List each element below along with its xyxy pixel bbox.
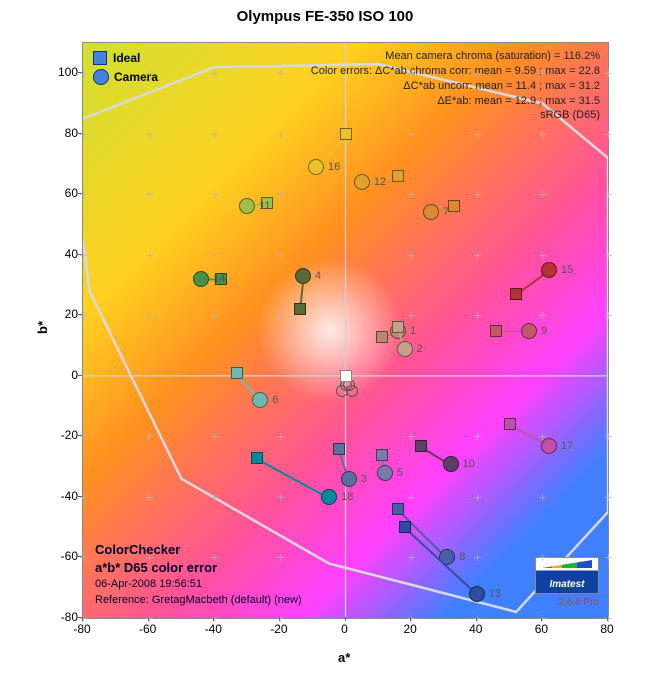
stats-panel: Mean camera chroma (saturation) = 116.2%… — [311, 49, 600, 123]
point-label-16: 16 — [328, 161, 340, 173]
ideal-point-10 — [415, 440, 427, 452]
ideal-point-12 — [392, 170, 404, 182]
camera-point-4 — [295, 268, 311, 284]
camera-point-12 — [354, 174, 370, 190]
ideal-point-9 — [490, 325, 502, 337]
x-axis-label: a* — [338, 650, 350, 665]
point-label-6: 6 — [272, 394, 278, 406]
version-label: 2.6.8 Pro — [558, 597, 599, 608]
ideal-point-7 — [448, 200, 460, 212]
ideal-point-6 — [231, 367, 243, 379]
point-label-1: 1 — [410, 325, 416, 337]
camera-point-16 — [308, 159, 324, 175]
point-label-18: 18 — [341, 491, 353, 503]
camera-point-6 — [252, 392, 268, 408]
camera-point-11 — [239, 198, 255, 214]
point-label-17: 17 — [561, 440, 573, 452]
ideal-point-5 — [376, 449, 388, 461]
ideal-point-13 — [399, 521, 411, 533]
point-label-4: 4 — [315, 270, 321, 282]
camera-point-13 — [469, 586, 485, 602]
camera-point-2 — [397, 341, 413, 357]
legend-ideal-label: Ideal — [113, 51, 140, 65]
camera-point-10 — [443, 456, 459, 472]
ideal-point-16 — [340, 128, 352, 140]
legend-ideal-icon — [93, 51, 107, 65]
legend-camera-icon — [93, 69, 109, 85]
point-label-14: 14 — [213, 273, 225, 285]
ideal-point-3 — [333, 443, 345, 455]
point-label-7: 7 — [443, 206, 449, 218]
ideal-point-4 — [294, 303, 306, 315]
point-label-10: 10 — [463, 458, 475, 470]
chart-container: Olympus FE-350 ISO 100 b* a* Ideal Camer… — [0, 0, 650, 700]
footer-info: ColorChecker a*b* D65 color error 06-Apr… — [95, 541, 302, 608]
camera-point-18 — [321, 489, 337, 505]
camera-point-3 — [341, 471, 357, 487]
plot-area: Ideal Camera Mean camera chroma (saturat… — [82, 42, 609, 619]
camera-point-15 — [541, 262, 557, 278]
point-label-5: 5 — [397, 467, 403, 479]
imatest-logo: Imatest — [535, 557, 599, 594]
point-label-3: 3 — [361, 473, 367, 485]
point-label-2: 2 — [417, 343, 423, 355]
ideal-point-2 — [392, 321, 404, 333]
point-label-15: 15 — [561, 264, 573, 276]
point-label-8: 8 — [459, 551, 465, 563]
ideal-point-17 — [504, 418, 516, 430]
ideal-point-1 — [376, 331, 388, 343]
ideal-point-15 — [510, 288, 522, 300]
camera-point-17 — [541, 438, 557, 454]
ideal-point-18 — [251, 452, 263, 464]
camera-point-14 — [193, 271, 209, 287]
y-axis-label: b* — [35, 321, 50, 334]
camera-point-7 — [423, 204, 439, 220]
point-label-9: 9 — [541, 325, 547, 337]
legend: Ideal Camera — [93, 51, 158, 89]
legend-camera-label: Camera — [114, 70, 158, 84]
ideal-point-8 — [392, 503, 404, 515]
camera-point-9 — [521, 323, 537, 339]
camera-point-5 — [377, 465, 393, 481]
point-label-13: 13 — [489, 588, 501, 600]
chart-title: Olympus FE-350 ISO 100 — [0, 0, 650, 29]
point-label-11: 11 — [259, 200, 270, 212]
point-label-12: 12 — [374, 176, 386, 188]
